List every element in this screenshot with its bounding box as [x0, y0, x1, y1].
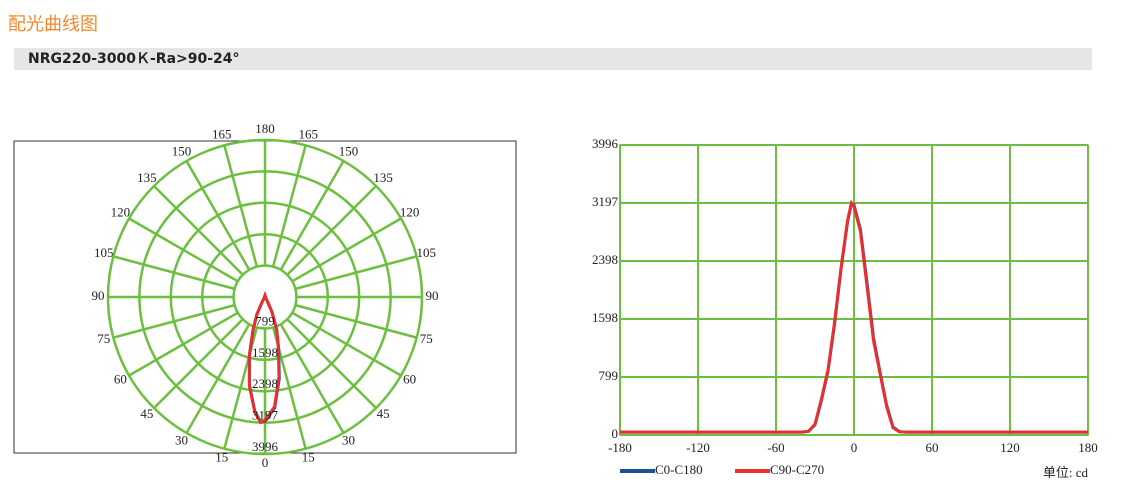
angle-label: 150 [339, 143, 359, 158]
angle-label: 60 [114, 371, 127, 386]
angle-label: 90 [92, 288, 105, 303]
y-tick-label: 3197 [592, 194, 619, 209]
angle-label: 135 [373, 170, 393, 185]
angle-label: 15 [302, 449, 315, 464]
angle-label: 75 [97, 331, 110, 346]
angle-label: 75 [420, 331, 433, 346]
r-tick-label: 3996 [252, 439, 279, 454]
x-tick-label: 0 [851, 440, 858, 455]
page-title: 配光曲线图 [8, 14, 98, 35]
ring [169, 201, 361, 393]
ring [232, 264, 298, 330]
angle-label: 0 [262, 455, 269, 470]
product-bar: NRG220-3000Ｋ-Ra>90-24° [14, 48, 1092, 70]
x-tick-label: -60 [767, 440, 784, 455]
angle-label: 180 [255, 121, 275, 136]
x-tick-label: 60 [926, 440, 939, 455]
ring [200, 232, 330, 362]
angle-label: 120 [111, 204, 131, 219]
angle-label: 30 [342, 433, 355, 448]
angle-label: 45 [140, 406, 153, 421]
x-tick-label: 180 [1078, 440, 1098, 455]
unit-note: 单位: cd [1043, 465, 1089, 480]
angle-label: 105 [94, 245, 114, 260]
angle-label: 60 [403, 371, 416, 386]
angle-label: 135 [137, 170, 157, 185]
angle-label: 150 [172, 143, 192, 158]
r-tick-label: 799 [255, 313, 275, 328]
y-tick-label: 2398 [592, 252, 618, 267]
ring [106, 138, 424, 456]
r-tick-label: 3197 [252, 408, 279, 423]
angle-label: 90 [426, 288, 439, 303]
angle-label: 15 [215, 449, 228, 464]
angle-label: 120 [400, 204, 420, 219]
y-tick-label: 799 [599, 368, 619, 383]
intensity-curve [247, 291, 281, 425]
angle-label: 165 [212, 127, 232, 142]
angle-label: 165 [298, 127, 318, 142]
y-tick-label: 3996 [592, 136, 619, 151]
x-tick-label: -180 [608, 440, 632, 455]
angle-label: 45 [377, 406, 390, 421]
y-tick-label: 0 [612, 426, 619, 441]
angle-label: 105 [417, 245, 437, 260]
x-tick-label: -120 [686, 440, 710, 455]
x-tick-label: 120 [1000, 440, 1020, 455]
r-tick-label: 1598 [252, 345, 278, 360]
legend-label: C0-C180 [655, 462, 703, 477]
r-tick-label: 2398 [252, 376, 278, 391]
y-tick-label: 1598 [592, 310, 618, 325]
angle-label: 30 [175, 433, 188, 448]
intensity-line [620, 199, 1088, 434]
legend-label: C90-C270 [770, 462, 824, 477]
